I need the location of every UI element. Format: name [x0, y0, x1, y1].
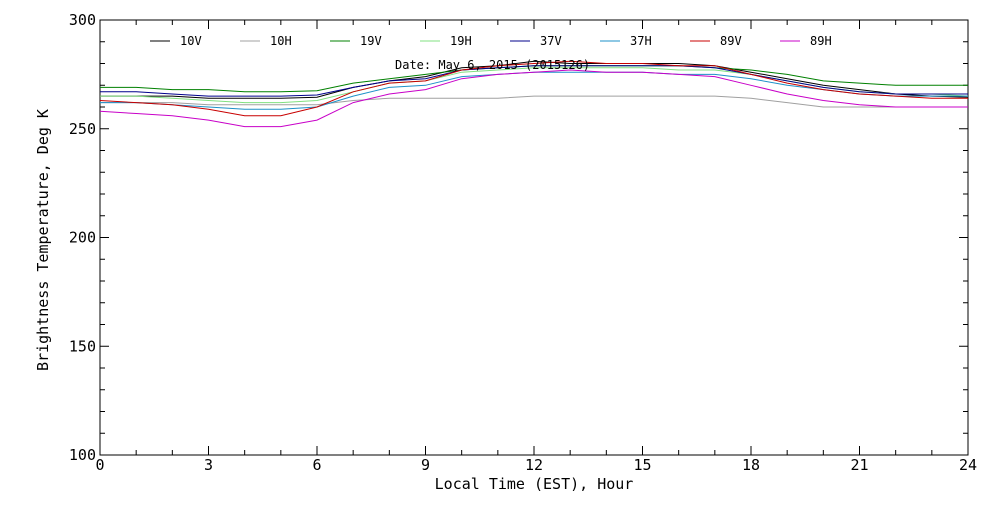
- y-tick-label: 150: [69, 337, 96, 355]
- x-tick-label: 21: [850, 456, 868, 474]
- x-tick-label: 12: [525, 456, 543, 474]
- x-tick-label: 24: [959, 456, 977, 474]
- y-tick-label: 250: [69, 120, 96, 138]
- legend-item-37v: 37V: [510, 34, 562, 48]
- legend-label: 89V: [720, 34, 742, 48]
- legend-label: 37V: [540, 34, 562, 48]
- x-tick-label: 18: [742, 456, 760, 474]
- legend-item-89v: 89V: [690, 34, 742, 48]
- legend-item-10v: 10V: [150, 34, 202, 48]
- legend-item-89h: 89H: [780, 34, 832, 48]
- legend-label: 10H: [270, 34, 292, 48]
- series-line-37v: [100, 65, 968, 97]
- series-line-89h: [99, 69, 968, 128]
- x-tick-label: 6: [312, 456, 321, 474]
- series-line-10v: [100, 60, 969, 99]
- ticks-layer: 0 3 6 9 12 15 18 21 24 100 150 200 250 300: [69, 11, 977, 474]
- plot-frame: [99, 19, 969, 456]
- x-tick-label: 9: [421, 456, 430, 474]
- legend-label: 10V: [180, 34, 202, 48]
- legend-item-10h: 10H: [240, 34, 292, 48]
- legend-label: 37H: [630, 34, 652, 48]
- legend-item-19v: 19V: [330, 34, 382, 48]
- series-line-10h: [100, 95, 968, 108]
- series-line-19h: [100, 67, 969, 104]
- x-tick-label: 15: [633, 456, 651, 474]
- x-axis-title: Local Time (EST), Hour: [435, 475, 634, 493]
- y-tick-label: 300: [69, 11, 96, 29]
- y-tick-label: 200: [69, 229, 96, 247]
- date-annotation: Date: May 6, 2015 (2015126): [395, 58, 590, 72]
- series-line-89v: [99, 60, 968, 117]
- y-axis-title: Brightness Temperature, Deg K: [34, 109, 52, 371]
- legend: 10V 10H 19V 19H 37V 37H 89V 89H: [150, 34, 832, 48]
- legend-item-37h: 37H: [600, 34, 652, 48]
- legend-label: 89H: [810, 34, 832, 48]
- x-tick-label: 3: [204, 456, 213, 474]
- legend-label: 19H: [450, 34, 472, 48]
- legend-label: 19V: [360, 34, 382, 48]
- y-tick-label: 100: [69, 446, 96, 464]
- series-layer: [99, 60, 969, 128]
- x-tick-label: 0: [95, 456, 104, 474]
- legend-item-19h: 19H: [420, 34, 472, 48]
